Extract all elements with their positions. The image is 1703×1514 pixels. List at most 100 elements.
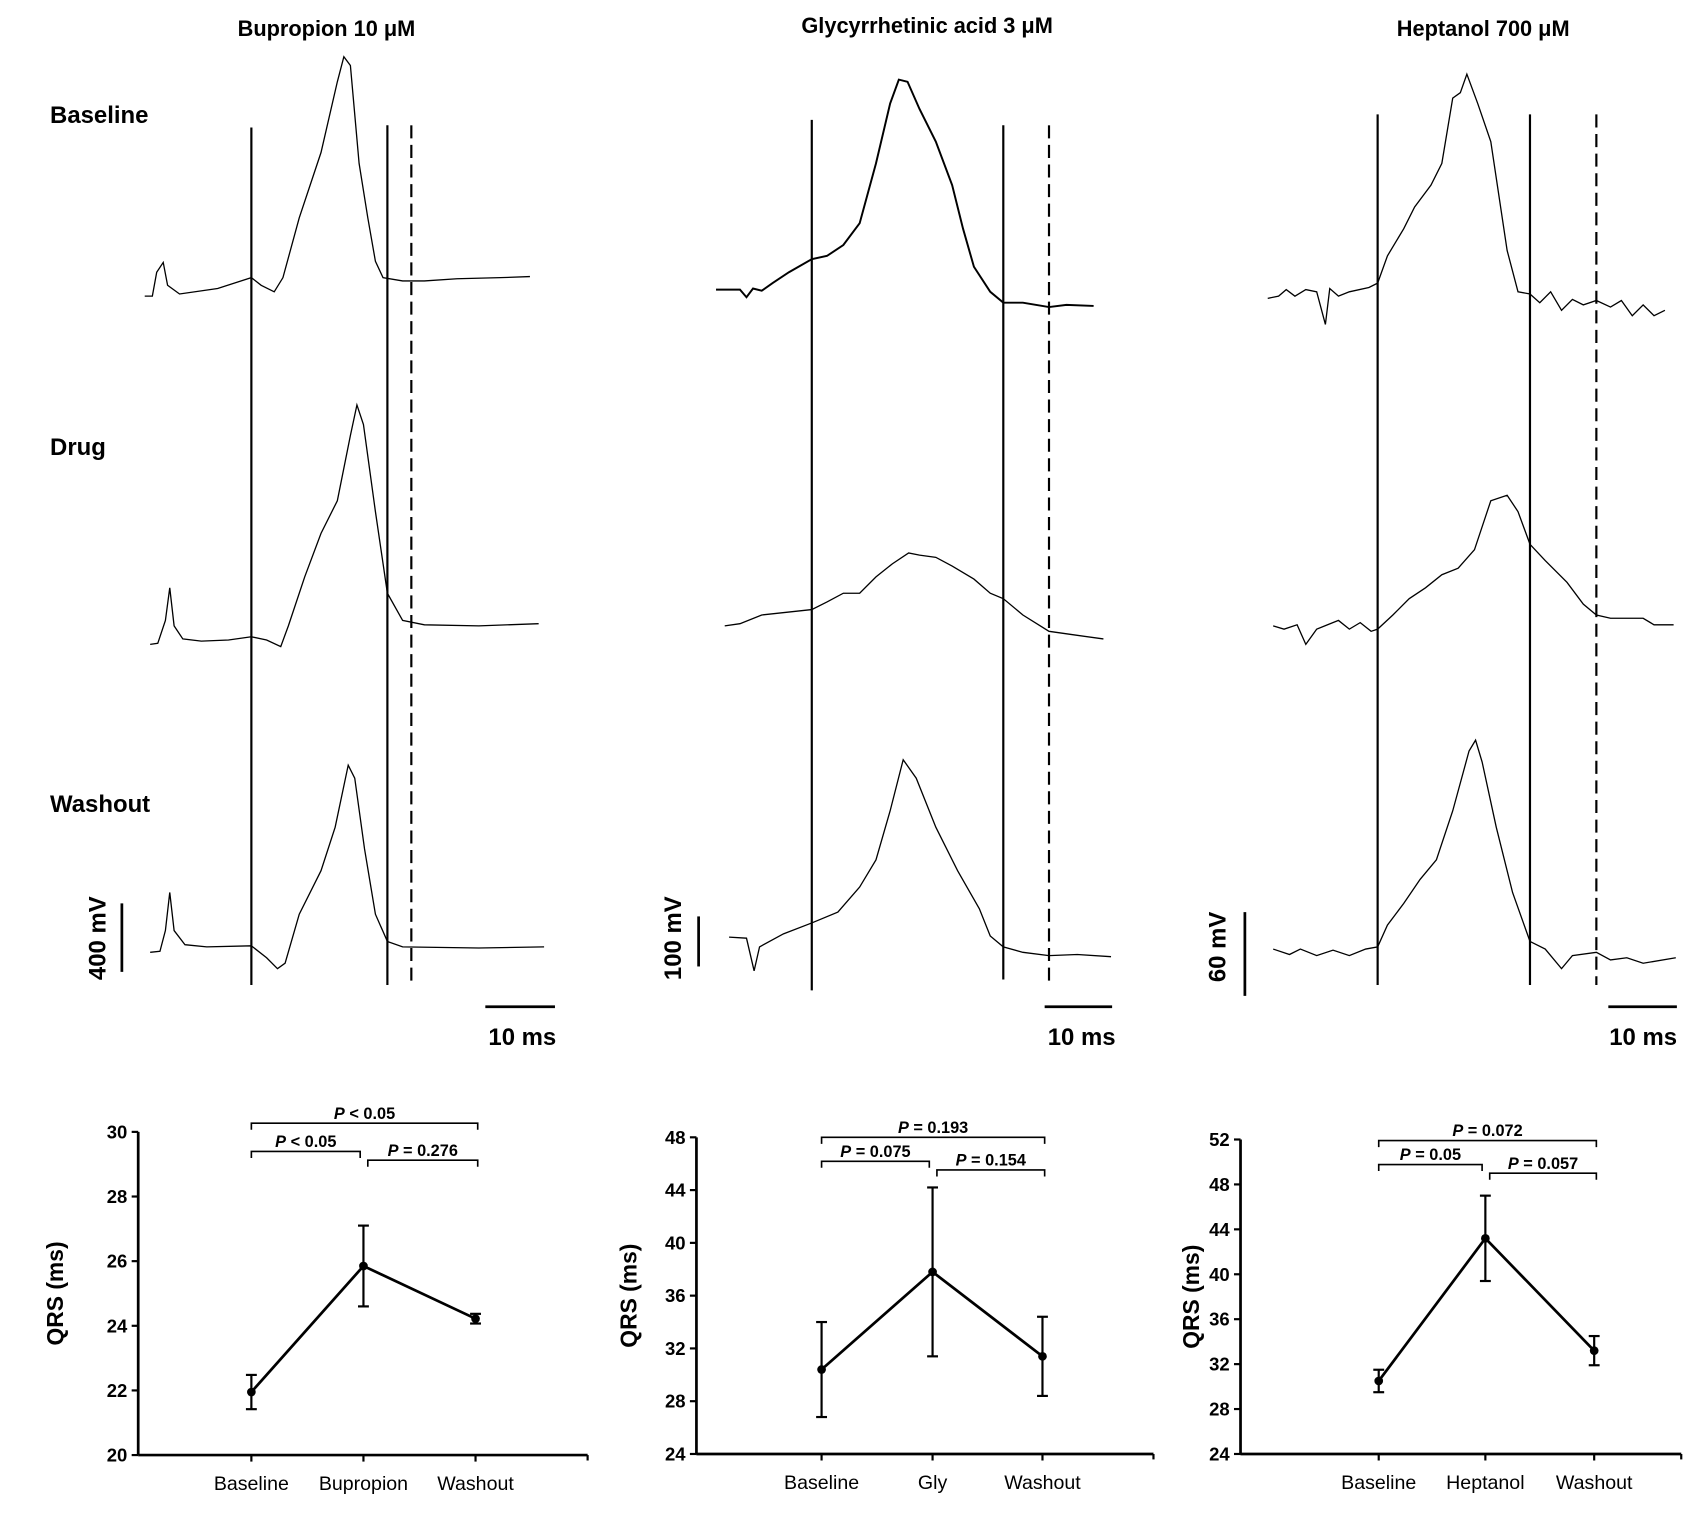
data-point-3 bbox=[1374, 1376, 1384, 1386]
y-tick-label-1: 28 bbox=[107, 1186, 128, 1207]
ecg-trace-drug-2 bbox=[724, 552, 1104, 640]
p-value-label-3: P = 0.057 bbox=[1508, 1155, 1578, 1173]
y-tick-label-1: 22 bbox=[107, 1380, 128, 1401]
significance-bracket-2 bbox=[820, 1136, 1046, 1144]
ecg-traces bbox=[120, 55, 1677, 1009]
y-tick-label-3: 24 bbox=[1209, 1444, 1230, 1465]
significance-bracket-3 bbox=[1488, 1172, 1598, 1180]
p-symbol: P bbox=[1508, 1155, 1519, 1173]
p-symbol: P bbox=[1400, 1146, 1411, 1164]
ecg-trace-washout-2 bbox=[729, 758, 1112, 971]
x-tick-label-1: Bupropion bbox=[319, 1473, 408, 1495]
data-point-2 bbox=[928, 1267, 937, 1277]
p-symbol: P bbox=[956, 1152, 967, 1170]
qrs-charts: 20 22 24 26 28 30 QRS (ms) Baseline Bupropion Was… bbox=[42, 1105, 1683, 1495]
p-symbol: P bbox=[334, 1105, 345, 1123]
p-value-label-3: P = 0.072 bbox=[1452, 1122, 1522, 1140]
data-point-2 bbox=[817, 1365, 826, 1374]
p-symbol: P bbox=[275, 1133, 286, 1151]
p-value: = 0.154 bbox=[967, 1152, 1026, 1170]
ecg-trace-baseline-1 bbox=[144, 55, 530, 297]
y-tick-label-1: 30 bbox=[107, 1121, 128, 1142]
p-symbol: P bbox=[1452, 1122, 1463, 1140]
p-symbol: P bbox=[388, 1142, 399, 1160]
data-point-3 bbox=[1589, 1346, 1599, 1356]
y-tick-label-3: 44 bbox=[1209, 1219, 1230, 1240]
p-value-label-1: P = 0.276 bbox=[388, 1142, 458, 1160]
x-tick-label-3: Washout bbox=[1556, 1472, 1633, 1494]
p-value-label-2: P = 0.193 bbox=[898, 1119, 968, 1137]
x-tick-label-3: Baseline bbox=[1341, 1472, 1416, 1494]
ecg-trace-drug-3 bbox=[1272, 494, 1674, 646]
x-tick-label-2: Baseline bbox=[784, 1472, 859, 1494]
y-tick-label-2: 48 bbox=[665, 1127, 686, 1148]
p-value: = 0.072 bbox=[1463, 1122, 1522, 1140]
significance-bracket-3 bbox=[1377, 1139, 1598, 1148]
y-tick-label-2: 28 bbox=[665, 1391, 686, 1412]
significance-bracket-3 bbox=[1377, 1163, 1483, 1172]
x-tick-label-3: Heptanol bbox=[1446, 1472, 1524, 1494]
time-scale-label-2: 10 ms bbox=[1048, 1024, 1116, 1051]
p-value-label-2: P = 0.154 bbox=[956, 1152, 1026, 1170]
data-point-1 bbox=[471, 1314, 480, 1324]
p-value: = 0.05 bbox=[1411, 1146, 1461, 1164]
time-scale-label-1: 10 ms bbox=[488, 1024, 556, 1051]
ecg-trace-washout-3 bbox=[1272, 738, 1676, 970]
p-value: = 0.057 bbox=[1519, 1155, 1578, 1173]
data-point-1 bbox=[247, 1387, 256, 1397]
significance-bracket-1 bbox=[366, 1159, 479, 1167]
row-label-washout: Washout bbox=[50, 791, 150, 818]
y-tick-label-1: 26 bbox=[107, 1251, 128, 1272]
y-tick-label-3: 36 bbox=[1209, 1309, 1230, 1330]
y-tick-label-2: 36 bbox=[665, 1285, 686, 1306]
y-tick-label-2: 44 bbox=[665, 1180, 686, 1201]
p-value: < 0.05 bbox=[286, 1133, 336, 1151]
significance-bracket-2 bbox=[936, 1169, 1046, 1177]
y-tick-label-2: 24 bbox=[665, 1444, 686, 1465]
y-tick-label-3: 48 bbox=[1209, 1174, 1230, 1195]
ecg-trace-baseline-3 bbox=[1267, 72, 1666, 325]
y-tick-label-3: 52 bbox=[1209, 1129, 1230, 1150]
p-value-label-3: P = 0.05 bbox=[1400, 1146, 1461, 1164]
significance-bracket-2 bbox=[820, 1160, 931, 1168]
y-tick-label-3: 28 bbox=[1209, 1399, 1230, 1420]
panel-title-heptanol: Heptanol 700 μM bbox=[1397, 16, 1570, 41]
y-tick-label-3: 32 bbox=[1209, 1354, 1230, 1375]
p-value-label-1: P < 0.05 bbox=[334, 1105, 395, 1123]
ecg-trace-baseline-2 bbox=[716, 78, 1094, 309]
y-axis-label-3: QRS (ms) bbox=[1178, 1245, 1204, 1349]
voltage-scale-label-3: 60 mV bbox=[1204, 912, 1231, 983]
x-tick-label-1: Washout bbox=[437, 1473, 514, 1495]
data-point-1 bbox=[359, 1261, 368, 1271]
y-tick-label-2: 32 bbox=[665, 1338, 686, 1359]
voltage-scale-label-1: 400 mV bbox=[85, 896, 112, 980]
panel-title-glycyrrhetinic: Glycyrrhetinic acid 3 μM bbox=[801, 13, 1052, 38]
p-value-label-1: P < 0.05 bbox=[275, 1133, 336, 1151]
panel-title-bupropion: Bupropion 10 μM bbox=[238, 16, 416, 41]
data-point-3 bbox=[1481, 1233, 1490, 1243]
y-tick-label-1: 20 bbox=[107, 1445, 128, 1466]
p-value: = 0.075 bbox=[851, 1143, 910, 1161]
p-value: = 0.193 bbox=[909, 1119, 968, 1137]
y-axis-label-1: QRS (ms) bbox=[42, 1241, 68, 1345]
x-tick-label-2: Gly bbox=[918, 1472, 948, 1494]
time-scale-label-3: 10 ms bbox=[1609, 1024, 1677, 1051]
ecg-trace-drug-1 bbox=[150, 402, 539, 648]
x-tick-label-1: Baseline bbox=[214, 1473, 289, 1495]
y-axis-label-2: QRS (ms) bbox=[616, 1244, 642, 1348]
p-value: < 0.05 bbox=[345, 1105, 395, 1123]
x-tick-label-2: Washout bbox=[1004, 1472, 1081, 1494]
voltage-scale-label-2: 100 mV bbox=[660, 896, 687, 980]
p-value-label-2: P = 0.075 bbox=[840, 1143, 910, 1161]
p-symbol: P bbox=[898, 1119, 909, 1137]
significance-bracket-1 bbox=[250, 1122, 479, 1130]
y-tick-label-3: 40 bbox=[1209, 1264, 1230, 1285]
p-value: = 0.276 bbox=[398, 1142, 457, 1160]
row-label-drug: Drug bbox=[50, 434, 106, 461]
data-point-2 bbox=[1038, 1351, 1047, 1361]
p-symbol: P bbox=[840, 1143, 851, 1161]
significance-bracket-1 bbox=[250, 1150, 362, 1158]
y-tick-label-2: 40 bbox=[665, 1232, 686, 1253]
y-tick-label-1: 24 bbox=[107, 1315, 128, 1336]
